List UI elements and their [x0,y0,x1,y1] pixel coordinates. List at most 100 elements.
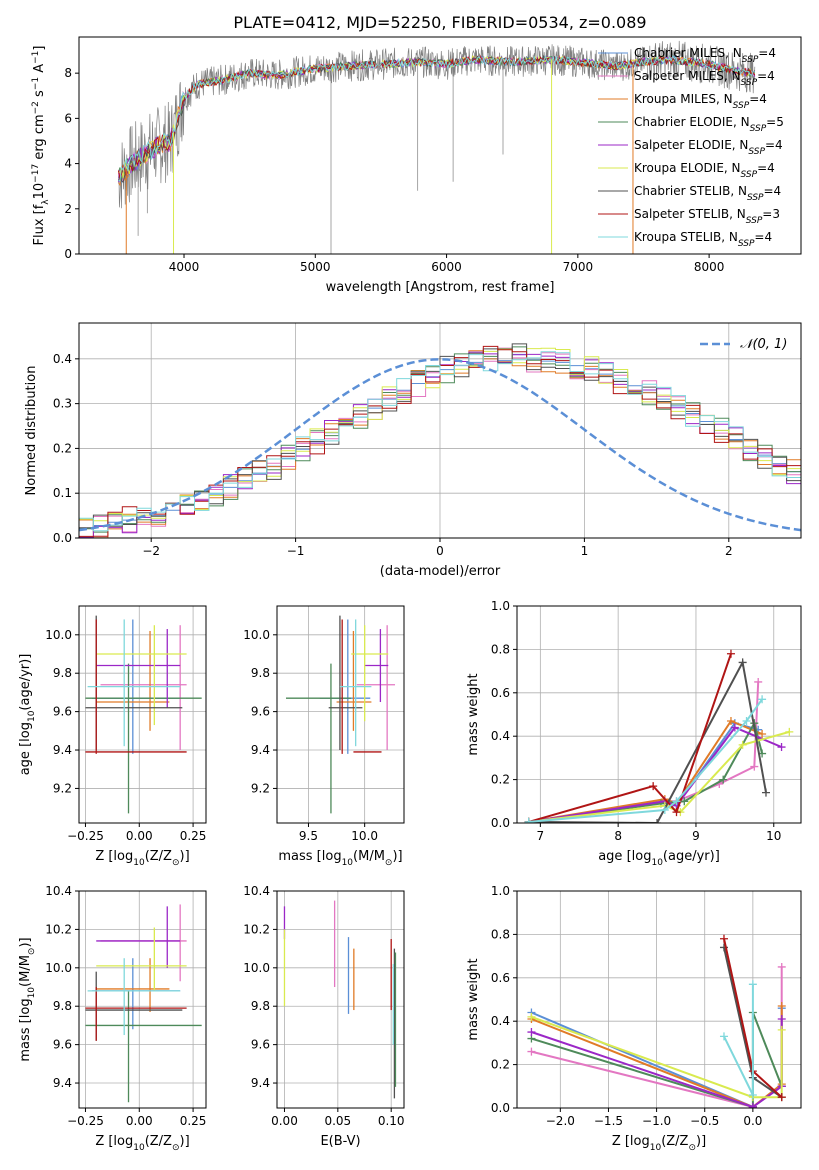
plot-area-weight-vs-z [517,891,801,1108]
x-axis-label-part: )] [696,1134,706,1149]
x-axis-label: (data-model)/error [380,564,501,579]
x-axis-label-part: age [log [598,849,651,864]
y-tick-label: 10.4 [243,884,270,898]
x-axis-label: age [log10(age/yr)] [598,849,720,868]
legend-label-part: SSP [741,170,758,180]
legend-label: Kroupa MILES, NSSP=4 [634,92,767,111]
weight-marker [748,1090,757,1099]
legend-label-part: =4 [758,46,776,60]
y-tick-label: 0.4 [491,729,510,743]
y-axis-label-part: −1 [31,77,41,90]
weight-marker [524,817,533,823]
y-tick-label: 0 [64,247,72,261]
legend-label-part: =4 [757,161,775,175]
weight-marker [777,1002,786,1011]
x-tick-label: −0.25 [67,829,104,843]
y-axis-label: Normed distribution [24,366,39,496]
x-axis-label-part: ⊙ [172,1143,180,1153]
plot-area-mass-vs-z [79,891,206,1108]
legend-label: Salpeter STELIB, NSSP=3 [634,207,780,226]
weight-marker [777,962,786,971]
y-tick-label: 0.2 [491,1058,510,1072]
x-axis-label-part: Z [log [95,849,133,864]
plots: 4000 5000 6000 7000 8000 0 2 4 6 8 wavelength [Ang… [18,36,802,1153]
x-axis-label-part: (M/M [353,849,385,864]
legend-label: Chabrier ELODIE, NSSP=5 [634,115,784,134]
x-axis-label-part: (data-model)/error [380,564,501,579]
x-axis-label-part: )] [392,849,402,864]
plot-area-spectrum [117,40,756,254]
weight-marker [660,805,669,814]
y-tick-label: 9.8 [251,666,270,680]
x-tick-label: 8000 [694,260,725,274]
weight-marker [726,717,735,726]
y-axis-label-part: age [log [18,722,33,775]
weight-marker [754,677,763,686]
y-axis-label-part: 10 [32,183,47,200]
axes-frame [516,605,802,824]
hist-kroupa-stelib [79,351,801,538]
weight-marker [527,1012,536,1021]
legend-label-part: =4 [754,230,772,244]
weight-marker [777,1025,786,1034]
weight-marker [750,762,759,771]
x-axis-label-part: ⊙ [385,858,393,868]
legend-label: Kroupa STELIB, NSSP=4 [634,230,772,249]
spectrum-model-kroupa-stelib [118,55,755,182]
y-axis-label-part: −2 [31,101,41,114]
weight-marker [680,797,689,806]
legend-label-part: SSP [738,239,755,249]
x-tick-label: 9.5 [299,829,318,843]
y-tick-label: 9.2 [53,781,72,795]
weight-marker [785,727,794,736]
y-tick-label: 9.4 [251,743,270,757]
legend-label-part: SSP [746,216,763,226]
x-axis-label: mass [log10(M/M⊙)] [278,849,402,868]
gaussian-curve [79,358,801,532]
legend-label: Kroupa ELODIE, NSSP=4 [634,161,775,180]
weight-marker [672,797,681,806]
y-tick-label: 9.6 [53,705,72,719]
weight-marker [777,1015,786,1024]
panel-histogram: −2 −1 0 1 2 0.0 0.1 0.2 0.3 0.4 (data-model)/error… [24,322,802,579]
y-tick-label: 0.8 [491,642,510,656]
legend-label: Chabrier STELIB, NSSP=4 [634,184,781,203]
axes-frame [78,890,207,1109]
y-tick-label: 10.0 [45,628,72,642]
legend-label-part: Chabrier STELIB, N [634,184,747,198]
x-tick-label: 8 [614,829,622,843]
x-tick-label: 0.00 [126,1114,153,1128]
x-tick-label: −0.5 [690,1114,719,1128]
x-axis-label-part: (age/yr)] [663,849,720,864]
x-tick-label: 7 [537,829,545,843]
legend-label-part: =4 [757,69,775,83]
x-tick-label: 7000 [563,260,594,274]
panel-weight-vs-z: −2.0 −1.5 −1.0 −0.5 0.0 0.0 0.2 0.4 0.6 0.8 1.0 Z [… [466,884,802,1153]
weight-marker [726,649,735,658]
panel-mass-vs-z: −0.25 0.00 0.25 9.4 9.6 9.8 10.0 10.2 10.4 Z [log… [18,884,207,1153]
plot-area-mass-vs-ebv [277,891,404,1108]
panel-mass-vs-ebv: 0.00 0.05 0.10 9.4 9.6 9.8 10.0 10.2 10.4 E(B-V) [243,884,404,1149]
y-axis-label: age [log10(age/yr)] [18,654,37,776]
x-tick-label: 2 [725,544,733,558]
x-tick-label: −0.25 [67,1114,104,1128]
y-tick-label: 10.2 [45,922,72,936]
x-axis-label-part: wavelength [Angstrom, rest frame] [326,280,555,295]
x-tick-label: 0.05 [324,1114,351,1128]
y-axis-label-part: s [32,90,47,101]
y-axis-label-part: 10 [27,710,37,722]
y-axis-label-part: mass weight [466,958,481,1040]
weight-marker [758,730,767,739]
weight-marker [748,1102,757,1108]
y-tick-label: 0.6 [491,971,510,985]
weight-line [528,720,764,823]
legend-label-part: Salpeter STELIB, N [634,207,746,221]
axes-frame [276,605,405,824]
plot-area-weight-vs-age [517,606,801,823]
y-axis-label-part: −17 [31,164,41,183]
x-tick-label: 5000 [300,260,331,274]
x-tick-label: 0.25 [180,829,207,843]
y-tick-label: 0.1 [53,486,72,500]
y-tick-label: 9.2 [251,781,270,795]
